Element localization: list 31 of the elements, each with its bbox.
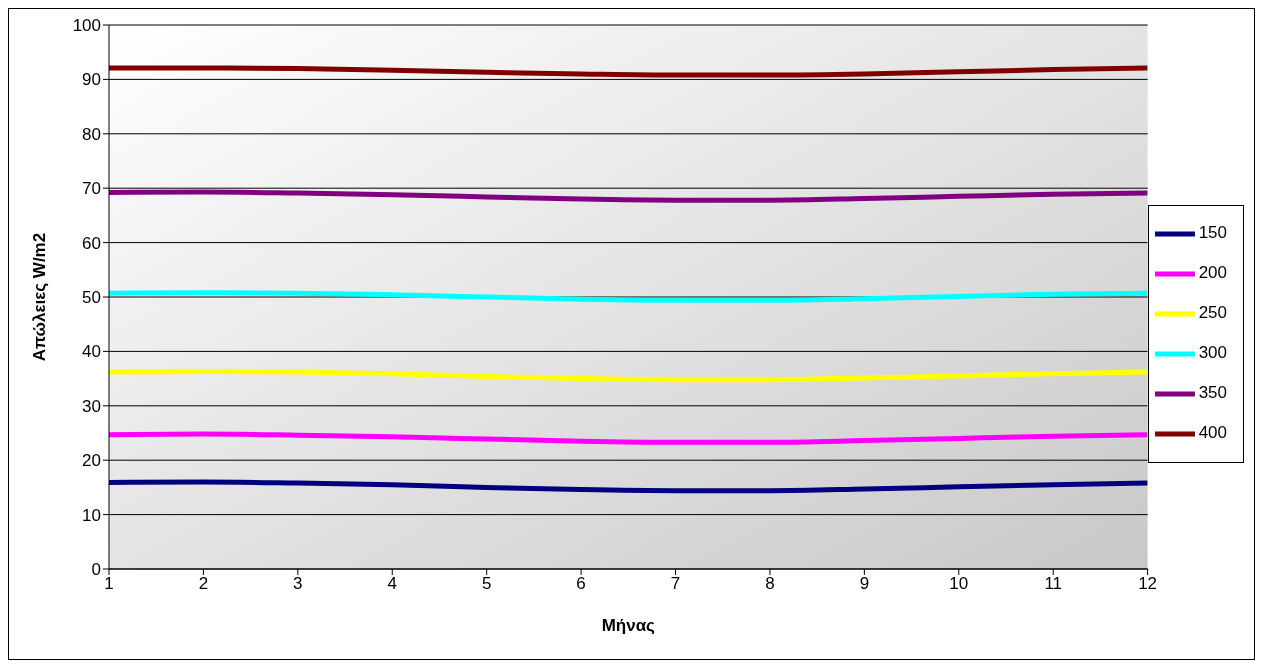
legend-label: 350 (1198, 383, 1227, 403)
legend-label: 150 (1198, 223, 1227, 243)
legend-label: 400 (1198, 423, 1227, 443)
y-tick-label: 90 (82, 70, 101, 90)
x-tick-label: 5 (481, 574, 492, 594)
x-tick-label: 11 (1044, 574, 1063, 594)
x-tick-label: 9 (859, 574, 870, 594)
x-tick-label: 6 (576, 574, 586, 594)
x-tick-label: 3 (293, 574, 303, 594)
legend-label: 200 (1198, 263, 1227, 283)
legend-label: 250 (1198, 303, 1227, 323)
y-tick-label: 10 (82, 505, 101, 525)
x-tick-label: 2 (198, 574, 209, 594)
y-tick-label: 30 (82, 396, 101, 416)
y-tick-label: 0 (91, 560, 101, 580)
x-tick-label: 4 (387, 574, 397, 594)
x-tick-label: 12 (1138, 574, 1158, 594)
y-tick-label: 50 (82, 288, 101, 308)
x-tick-label: 10 (949, 574, 969, 594)
legend-label: 300 (1198, 343, 1227, 363)
y-tick-label: 40 (82, 342, 101, 362)
x-tick-label: 1 (104, 574, 114, 594)
y-axis-title: Απώλειες W/m2 (30, 232, 50, 362)
y-tick-label: 100 (72, 16, 101, 36)
y-tick-label: 60 (82, 233, 101, 253)
y-tick-label: 70 (82, 179, 101, 199)
x-tick-label: 8 (765, 574, 775, 594)
x-tick-label: 7 (670, 574, 681, 594)
y-tick-label: 80 (82, 124, 101, 144)
x-axis-title: Μήνας (601, 616, 656, 635)
y-tick-label: 20 (82, 451, 101, 471)
